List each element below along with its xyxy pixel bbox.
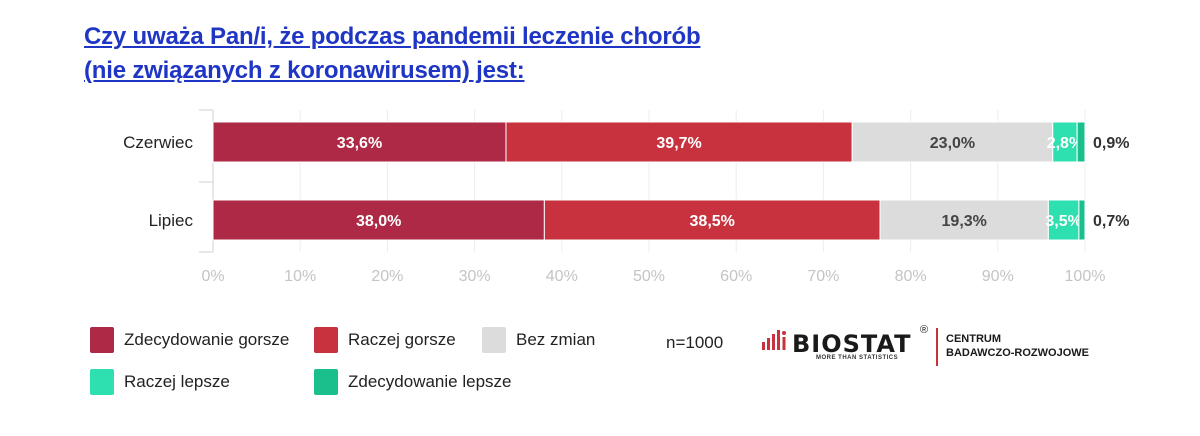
- category-label: Czerwiec: [123, 133, 193, 152]
- bar-segment: [543, 199, 881, 241]
- chart-title-line2: (nie związanych z koronawirusem) jest:: [84, 57, 525, 84]
- logo-divider: [936, 328, 938, 366]
- legend-label: Zdecydowanie lepsze: [348, 372, 512, 391]
- logo-centrum-line2: BADAWCZO-ROZWOJOWE: [946, 347, 1089, 359]
- x-tick-label: 40%: [546, 268, 578, 285]
- logo-tagline: MORE THAN STATISTICS: [816, 355, 899, 361]
- logo-bars-icon: [762, 330, 786, 350]
- x-tick-label: 20%: [371, 268, 403, 285]
- logo-registered-mark: ®: [920, 324, 929, 336]
- bar-segment: [1052, 121, 1078, 163]
- legend-item: Raczej gorsze: [314, 327, 456, 353]
- legend-item: Zdecydowanie lepsze: [314, 369, 511, 395]
- x-tick-label: 90%: [982, 268, 1014, 285]
- legend-swatch: [90, 327, 114, 353]
- legend-label: Bez zmian: [516, 330, 596, 349]
- legend-swatch: [90, 369, 114, 395]
- data-label: 23,0%: [930, 135, 975, 152]
- x-tick-label: 60%: [720, 268, 752, 285]
- chart-title: Czy uważa Pan/i, że podczas pandemii lec…: [84, 20, 701, 88]
- data-label: 38,5%: [690, 213, 735, 230]
- data-label: 0,9%: [1093, 135, 1129, 152]
- bar-segment: [879, 199, 1049, 241]
- data-label: 0,7%: [1093, 213, 1129, 230]
- legend-swatch: [482, 327, 506, 353]
- data-label: 39,7%: [656, 135, 701, 152]
- x-tick-label: 10%: [284, 268, 316, 285]
- x-tick-label: 0%: [201, 268, 224, 285]
- data-label: 38,0%: [356, 213, 401, 230]
- legend-swatch: [314, 327, 338, 353]
- legend-label: Zdecydowanie gorsze: [124, 330, 290, 349]
- x-tick-label: 70%: [807, 268, 839, 285]
- legend-item: Zdecydowanie gorsze: [90, 327, 289, 353]
- sample-size: n=1000: [666, 333, 724, 352]
- x-tick-label: 30%: [459, 268, 491, 285]
- x-tick-label: 50%: [633, 268, 665, 285]
- bar-segment: [212, 199, 545, 241]
- stacked-bar-chart: Czerwiec 33,6% 39,7% 23,0% 2,8% 0,9% Lipiec 38,…: [123, 109, 1129, 285]
- bar-segment: [1078, 199, 1086, 241]
- category-label: Lipiec: [149, 211, 194, 230]
- data-label: 19,3%: [942, 213, 987, 230]
- legend-item: Raczej lepsze: [90, 369, 230, 395]
- logo-wordmark: BIOSTAT: [792, 330, 912, 358]
- logo-centrum-line1: CENTRUM: [946, 333, 1001, 345]
- chart-title-line1: Czy uważa Pan/i, że podczas pandemii lec…: [84, 23, 701, 50]
- bar-segment: [1047, 199, 1080, 241]
- data-label: 3,5%: [1045, 213, 1081, 230]
- x-tick-label: 100%: [1065, 268, 1106, 285]
- legend-item: Bez zmian: [482, 327, 595, 353]
- legend-swatch: [314, 369, 338, 395]
- x-tick-label: 80%: [895, 268, 927, 285]
- logo-centrum: CENTRUM BADAWCZO-ROZWOJOWE: [946, 332, 1089, 360]
- bar-segment: [851, 121, 1054, 163]
- legend-label: Raczej gorsze: [348, 330, 456, 349]
- legend-label: Raczej lepsze: [124, 372, 230, 391]
- bar-segment: [1076, 121, 1086, 163]
- data-label: 33,6%: [337, 135, 382, 152]
- data-label: 2,8%: [1047, 135, 1083, 152]
